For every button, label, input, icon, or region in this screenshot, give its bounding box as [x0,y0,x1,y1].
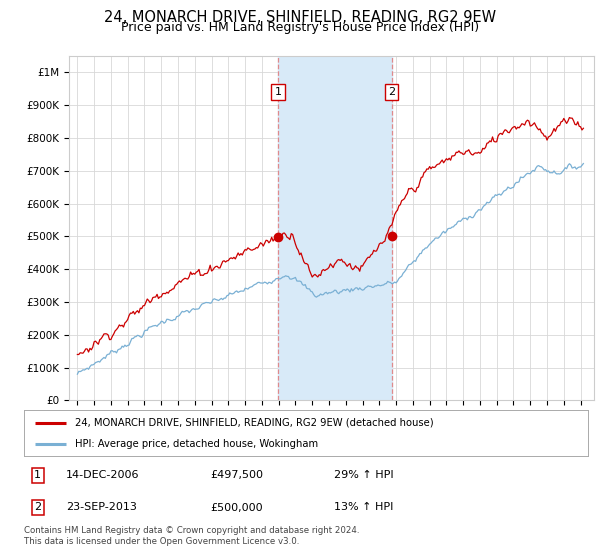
Bar [278,56,392,400]
Text: HPI: Average price, detached house, Wokingham: HPI: Average price, detached house, Woki… [75,439,318,449]
Text: 2: 2 [34,502,41,512]
Text: 14-DEC-2006: 14-DEC-2006 [66,470,140,480]
Text: 13% ↑ HPI: 13% ↑ HPI [334,502,394,512]
Text: 1: 1 [274,87,281,97]
Text: Contains HM Land Registry data © Crown copyright and database right 2024.
This d: Contains HM Land Registry data © Crown c… [24,526,359,546]
Text: 2: 2 [388,87,395,97]
Text: £500,000: £500,000 [210,502,263,512]
Text: 1: 1 [34,470,41,480]
Text: 29% ↑ HPI: 29% ↑ HPI [334,470,394,480]
Text: Price paid vs. HM Land Registry's House Price Index (HPI): Price paid vs. HM Land Registry's House … [121,21,479,34]
Text: 24, MONARCH DRIVE, SHINFIELD, READING, RG2 9EW (detached house): 24, MONARCH DRIVE, SHINFIELD, READING, R… [75,418,433,428]
Text: £497,500: £497,500 [210,470,263,480]
Text: 24, MONARCH DRIVE, SHINFIELD, READING, RG2 9EW: 24, MONARCH DRIVE, SHINFIELD, READING, R… [104,10,496,25]
Text: 23-SEP-2013: 23-SEP-2013 [66,502,137,512]
